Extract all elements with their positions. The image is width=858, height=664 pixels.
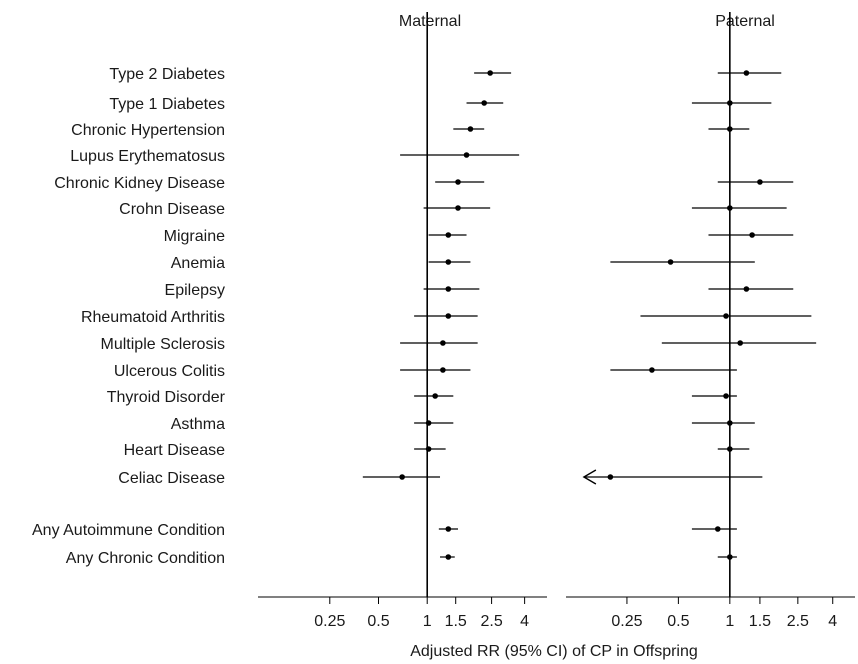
paternal-point-chronic-hypertension xyxy=(727,126,733,132)
paternal-point-celiac-disease xyxy=(607,474,614,480)
condition-label-chronic-kidney-disease: Chronic Kidney Disease xyxy=(54,175,225,192)
condition-label-type-1-diabetes: Type 1 Diabetes xyxy=(109,96,225,113)
condition-label-migraine: Migraine xyxy=(164,228,225,245)
paternal-ci-arrow-celiac-disease xyxy=(582,469,597,485)
paternal-tick-label-1-5: 1.5 xyxy=(749,613,771,630)
condition-label-epilepsy: Epilepsy xyxy=(165,282,225,299)
paternal-point-ulcerous-colitis xyxy=(649,367,655,373)
maternal-point-anemia xyxy=(445,259,452,265)
paternal-point-epilepsy xyxy=(743,286,750,292)
maternal-point-migraine xyxy=(445,232,452,238)
maternal-point-epilepsy xyxy=(445,286,452,292)
panel-title-maternal: Maternal xyxy=(399,13,461,30)
maternal-tick-label-4: 4 xyxy=(520,613,529,630)
paternal-point-chronic-kidney-disease xyxy=(757,179,763,185)
maternal-point-heart-disease xyxy=(425,446,432,452)
condition-label-any-chronic-condition: Any Chronic Condition xyxy=(66,550,225,567)
paternal-point-any-chronic-condition xyxy=(727,554,733,560)
condition-label-lupus-erythematosus: Lupus Erythematosus xyxy=(70,148,225,165)
paternal-point-type-2-diabetes xyxy=(743,70,750,76)
maternal-point-chronic-hypertension xyxy=(467,126,474,132)
maternal-point-asthma xyxy=(425,420,432,426)
maternal-point-ulcerous-colitis xyxy=(440,367,446,373)
maternal-point-crohn-disease xyxy=(455,205,461,211)
maternal-point-chronic-kidney-disease xyxy=(455,179,461,185)
maternal-point-thyroid-disorder xyxy=(432,393,438,399)
maternal-point-any-chronic-condition xyxy=(445,554,452,560)
paternal-point-any-autoimmune-condition xyxy=(714,526,721,532)
maternal-point-type-1-diabetes xyxy=(481,100,487,106)
paternal-tick-label-0-25: 0.25 xyxy=(611,613,642,630)
paternal-tick-label-1: 1 xyxy=(725,613,734,630)
paternal-point-multiple-sclerosis xyxy=(737,340,744,346)
condition-label-chronic-hypertension: Chronic Hypertension xyxy=(71,122,225,139)
maternal-tick-label-1: 1 xyxy=(423,613,432,630)
maternal-point-rheumatoid-arthritis xyxy=(445,313,452,319)
paternal-tick-label-2-5: 2.5 xyxy=(787,613,809,630)
maternal-point-any-autoimmune-condition xyxy=(445,526,452,532)
maternal-tick-label-1-5: 1.5 xyxy=(445,613,467,630)
paternal-point-crohn-disease xyxy=(727,205,733,211)
condition-label-thyroid-disorder: Thyroid Disorder xyxy=(107,389,226,406)
panel-maternal: Maternal 0.25 0.5 1 1.5 2.5 4 xyxy=(258,12,547,630)
paternal-point-rheumatoid-arthritis xyxy=(723,313,729,319)
condition-label-any-autoimmune-condition: Any Autoimmune Condition xyxy=(32,522,225,539)
maternal-point-lupus-erythematosus xyxy=(463,152,470,158)
maternal-point-multiple-sclerosis xyxy=(440,340,446,346)
panel-paternal: Paternal 0.25 0.5 1 1.5 2.5 4 xyxy=(566,12,855,630)
maternal-tick-label-2-5: 2.5 xyxy=(480,613,502,630)
maternal-point-celiac-disease xyxy=(399,474,405,480)
condition-label-ulcerous-colitis: Ulcerous Colitis xyxy=(114,363,225,380)
condition-label-multiple-sclerosis: Multiple Sclerosis xyxy=(101,336,225,353)
maternal-point-type-2-diabetes xyxy=(487,70,493,76)
paternal-point-thyroid-disorder xyxy=(723,393,729,399)
condition-label-asthma: Asthma xyxy=(171,416,225,433)
paternal-point-heart-disease xyxy=(727,446,733,452)
paternal-point-anemia xyxy=(667,259,674,265)
paternal-tick-label-0-5: 0.5 xyxy=(667,613,689,630)
condition-label-anemia: Anemia xyxy=(171,255,225,272)
maternal-tick-label-0-5: 0.5 xyxy=(367,613,389,630)
condition-label-heart-disease: Heart Disease xyxy=(124,442,225,459)
paternal-point-asthma xyxy=(727,420,733,426)
panel-title-paternal: Paternal xyxy=(715,13,775,30)
condition-label-celiac-disease: Celiac Disease xyxy=(118,470,225,487)
condition-label-rheumatoid-arthritis: Rheumatoid Arthritis xyxy=(81,309,225,326)
condition-label-type-2-diabetes: Type 2 Diabetes xyxy=(109,66,225,83)
paternal-point-type-1-diabetes xyxy=(727,100,733,106)
paternal-tick-label-4: 4 xyxy=(828,613,837,630)
paternal-point-migraine xyxy=(749,232,755,238)
maternal-tick-label-0-25: 0.25 xyxy=(314,613,345,630)
condition-label-crohn-disease: Crohn Disease xyxy=(119,201,225,218)
condition-labels: Type 2 Diabetes Type 1 Diabetes Chronic Hy… xyxy=(32,66,226,567)
x-axis-title: Adjusted RR (95% CI) of CP in Offspring xyxy=(410,643,698,660)
